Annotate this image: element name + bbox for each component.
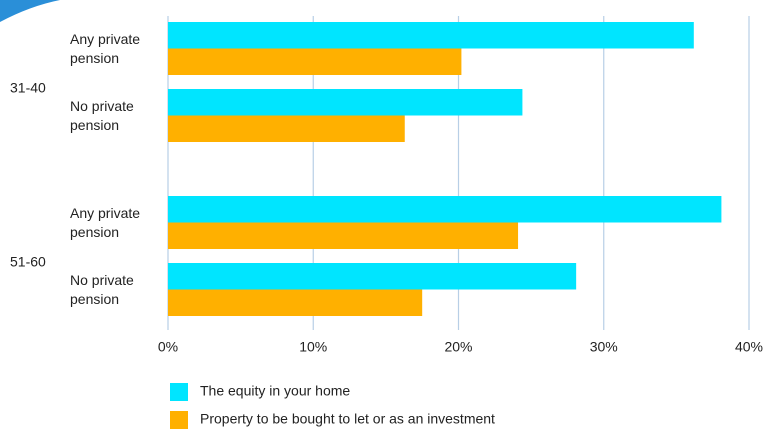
group-label: 51-60 (10, 254, 46, 270)
category-label: No private pension (70, 97, 134, 133)
bar (168, 22, 694, 49)
legend-swatch (170, 411, 188, 429)
corner-decoration (0, 0, 60, 22)
bar (168, 289, 423, 316)
category-label: No private pension (70, 271, 134, 307)
bar (168, 263, 577, 290)
category-label: Any private pension (70, 204, 141, 240)
bar (168, 196, 722, 223)
bar (168, 89, 523, 116)
x-tick-label: 0% (158, 339, 178, 355)
category-label: Any private pension (70, 30, 141, 66)
legend-label: The equity in your home (200, 383, 350, 399)
bar (168, 222, 519, 249)
x-tick-label: 20% (444, 339, 472, 355)
x-tick-label: 40% (735, 339, 763, 355)
group-label: 31-40 (10, 80, 46, 96)
bar (168, 115, 405, 142)
legend-swatch (170, 383, 188, 401)
bar (168, 48, 462, 75)
legend-label: Property to be bought to let or as an in… (200, 411, 495, 427)
x-tick-label: 10% (299, 339, 327, 355)
x-tick-label: 30% (590, 339, 618, 355)
